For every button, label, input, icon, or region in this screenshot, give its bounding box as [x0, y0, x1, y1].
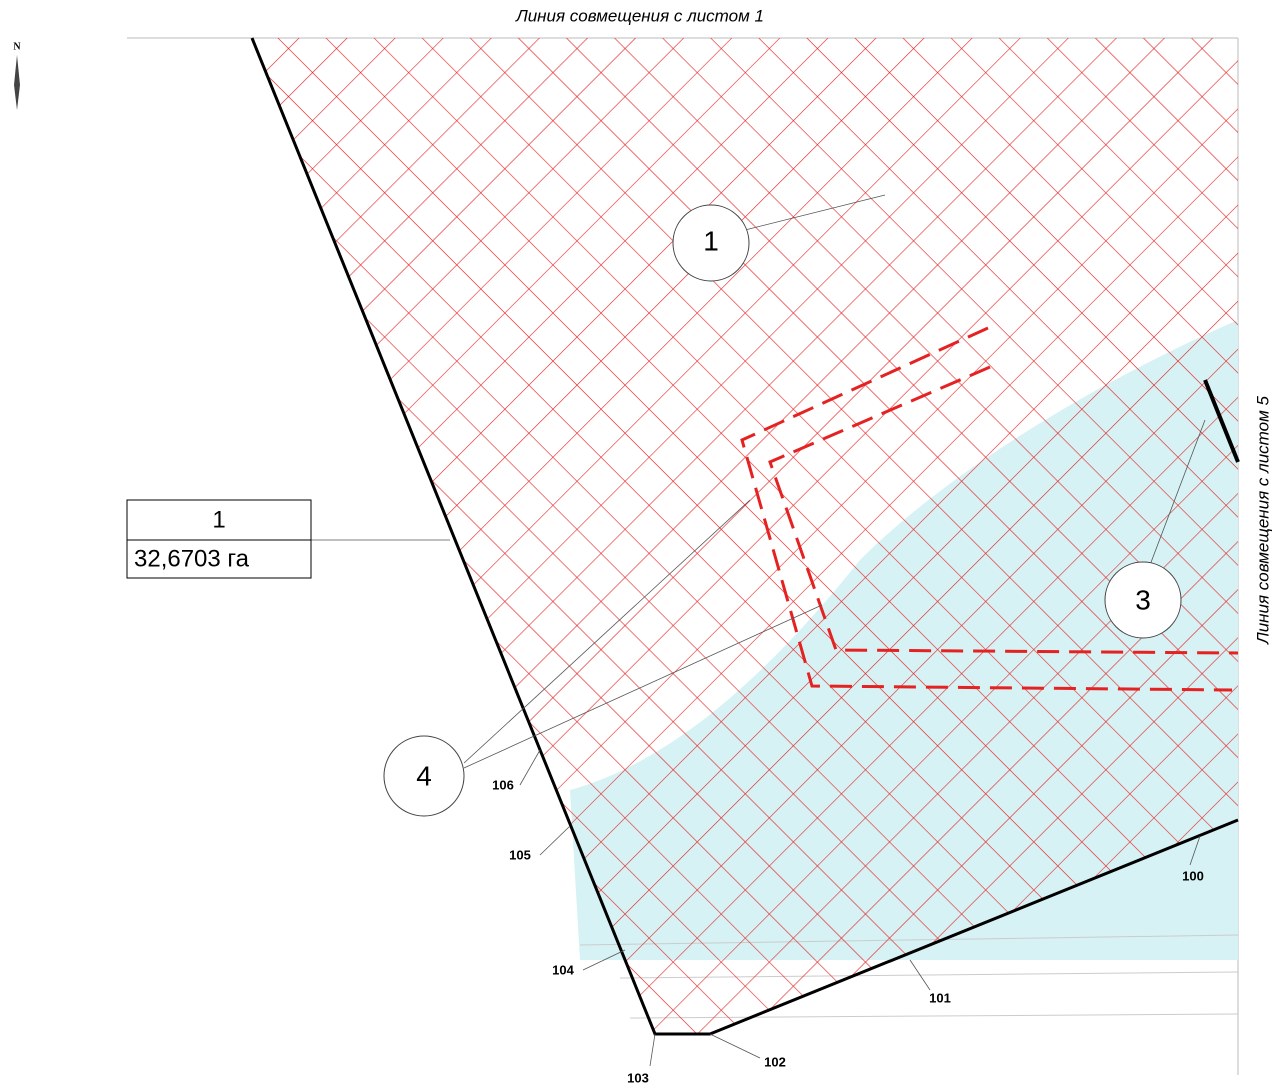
- north-label: N: [13, 41, 21, 52]
- dashed-zone: [740, 326, 1239, 692]
- point-label: 101: [929, 990, 951, 1005]
- zone-label: 3: [1135, 584, 1151, 615]
- top-match-line: Линия совмещения с листом 1: [515, 6, 764, 25]
- leaders: [311, 194, 1206, 1067]
- point-label: 104: [552, 962, 574, 977]
- point-label: 105: [509, 847, 531, 862]
- zone-circles: [383, 204, 1182, 817]
- parcel-box: [126, 499, 312, 579]
- zone-label: 4: [416, 760, 432, 791]
- point-label: 106: [492, 777, 514, 792]
- parcel-number: 1: [212, 506, 225, 533]
- parcel-area: 32,6703 га: [134, 545, 250, 572]
- north-arrow: [14, 55, 20, 110]
- parcel-boundary: [250, 37, 1239, 1036]
- right-match-line: Линия совмещения с листом 5: [1253, 396, 1272, 645]
- zone-label: 1: [703, 225, 719, 256]
- point-label: 102: [764, 1054, 786, 1069]
- boundary-segment: [1203, 379, 1240, 463]
- point-label: 100: [1182, 868, 1204, 883]
- point-label: 103: [627, 1070, 649, 1085]
